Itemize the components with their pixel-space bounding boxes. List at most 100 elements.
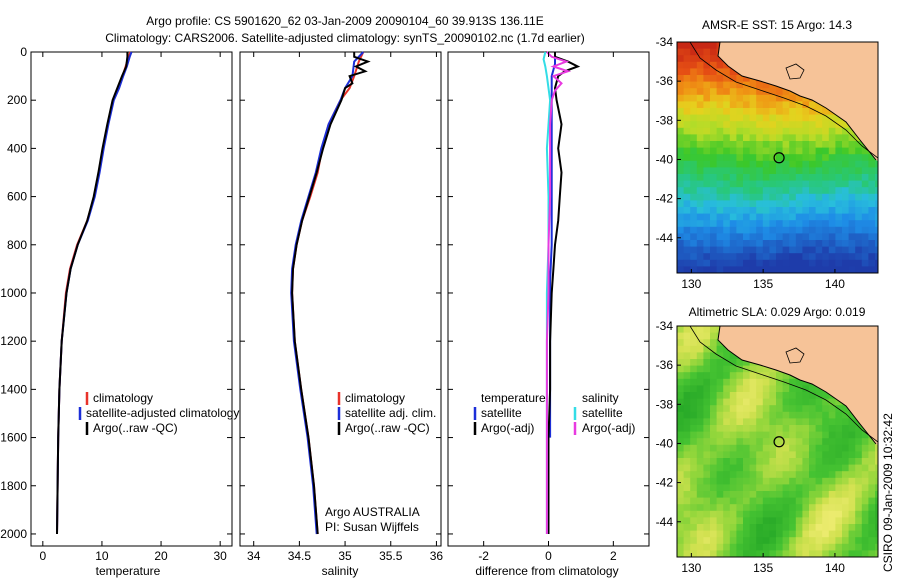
heatmap-cell [868, 226, 876, 234]
heatmap-cell [703, 510, 711, 518]
heatmap-cell [762, 491, 770, 498]
heatmap-cell [703, 94, 711, 102]
heatmap-cell [842, 180, 849, 188]
heatmap-cell [696, 458, 704, 465]
heatmap-cell [828, 464, 836, 472]
heatmap-cell [729, 550, 737, 557]
heatmap-cell [756, 187, 764, 195]
heatmap-cell [703, 451, 711, 459]
heatmap-cell [729, 411, 737, 419]
heatmap-cell [690, 94, 698, 102]
heatmap-cell [789, 425, 797, 432]
heatmap-cell [776, 207, 783, 214]
heatmap-cell [736, 378, 744, 386]
heatmap-cell [769, 94, 777, 102]
heatmap-cell [716, 491, 724, 498]
heatmap-cell [736, 213, 744, 221]
heatmap-cell [749, 193, 757, 201]
heatmap-cell [723, 418, 731, 426]
heatmap-cell [809, 392, 816, 399]
heatmap-cell [756, 246, 764, 254]
heatmap-cell [762, 121, 770, 129]
heatmap-cell [736, 372, 744, 380]
heatmap-cell [683, 425, 691, 432]
heatmap-cell [835, 431, 843, 439]
heatmap-cell [848, 504, 856, 512]
heatmap-cell [776, 471, 783, 479]
heatmap-cell [683, 326, 691, 333]
heatmap-cell [828, 114, 836, 122]
heatmap-cell [828, 193, 836, 201]
heatmap-cell [683, 451, 691, 459]
heatmap-cell [696, 61, 704, 69]
heatmap-cell [756, 550, 764, 557]
heatmap-cell [690, 543, 698, 551]
heatmap-cell [683, 530, 691, 538]
heatmap-cell [723, 174, 731, 181]
heatmap-cell [815, 108, 823, 115]
heatmap-cell [756, 444, 764, 452]
heatmap-cell [756, 127, 764, 135]
heatmap-cell [762, 444, 770, 452]
heatmap-cell [723, 550, 731, 557]
heatmap-cell [749, 127, 757, 135]
heatmap-cell [842, 458, 849, 465]
heatmap-cell [848, 425, 856, 432]
heatmap-cell [855, 477, 863, 485]
heatmap-cell [828, 233, 836, 241]
heatmap-cell [756, 134, 764, 142]
heatmap-cell [828, 141, 836, 148]
heatmap-cell [868, 233, 876, 241]
heatmap-cell [822, 233, 830, 241]
heatmap-cell [815, 385, 823, 393]
heatmap-cell [828, 167, 836, 175]
heatmap-cell [835, 193, 843, 201]
heatmap-cell [736, 127, 744, 135]
heatmap-cell [677, 266, 684, 273]
heatmap-cell [789, 405, 797, 413]
heatmap-cell [683, 491, 691, 498]
heatmap-cell [789, 266, 797, 273]
heatmap-cell [677, 530, 684, 538]
heatmap-cell [716, 246, 724, 254]
heatmap-cell [789, 200, 797, 208]
heatmap-cell [875, 471, 878, 479]
heatmap-cell [716, 101, 724, 109]
temperature-marks [56, 51, 133, 535]
heatmap-cell [769, 207, 777, 214]
heatmap-cell [795, 114, 803, 122]
heatmap-cell [690, 484, 698, 492]
heatmap-cell [677, 259, 684, 267]
heatmap-cell [677, 114, 684, 122]
heatmap-cell [710, 365, 717, 373]
heatmap-cell [769, 451, 777, 459]
heatmap-cell [848, 524, 856, 531]
heatmap-cell [848, 134, 856, 142]
heatmap-cell [749, 477, 757, 485]
heatmap-cell [716, 174, 724, 181]
heatmap-cell [683, 392, 691, 399]
heatmap-cell [677, 425, 684, 432]
heatmap-cell [795, 451, 803, 459]
y-tick-label: -36 [656, 358, 674, 372]
heatmap-cell [736, 220, 744, 228]
heatmap-cell [703, 147, 711, 155]
heatmap-cell [696, 504, 704, 512]
heatmap-cell [835, 200, 843, 208]
heatmap-cell [703, 477, 711, 485]
heatmap-cell [875, 207, 878, 214]
x-tick-label: 34 [247, 549, 261, 563]
heatmap-cell [743, 167, 750, 175]
heatmap-cell [776, 537, 783, 545]
heatmap-cell [802, 550, 810, 557]
heatmap-cell [743, 418, 750, 426]
heatmap-cell [696, 42, 704, 49]
temperature-panel: 0 10 20 30020040060080010001200140016001800… [0, 45, 239, 578]
heatmap-cell [795, 392, 803, 399]
heatmap-cell [683, 504, 691, 512]
heatmap-cell [729, 497, 737, 505]
heatmap-cell [710, 147, 717, 155]
heatmap-cell [789, 147, 797, 155]
heatmap-cell [729, 154, 737, 162]
heatmap-cell [703, 174, 711, 181]
